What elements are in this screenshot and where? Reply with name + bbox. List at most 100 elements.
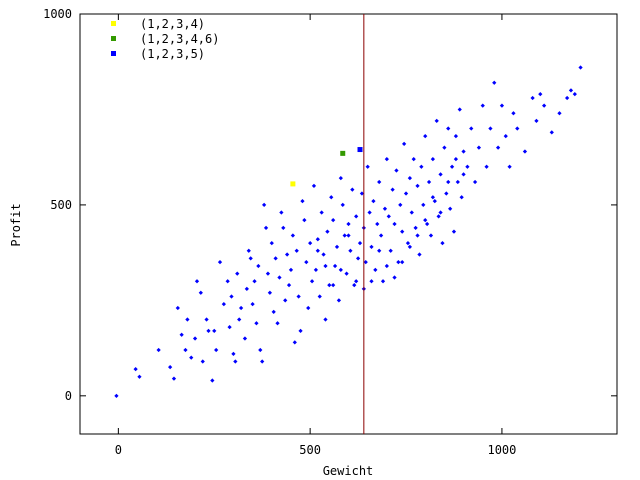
data-point bbox=[365, 164, 370, 169]
data-point bbox=[354, 214, 359, 219]
data-point bbox=[304, 260, 309, 265]
x-tick-label: 0 bbox=[115, 443, 122, 457]
data-point bbox=[373, 267, 378, 272]
data-point bbox=[578, 65, 583, 70]
data-point bbox=[400, 229, 405, 234]
data-point bbox=[327, 282, 332, 288]
legend-label: (1,2,3,4,6) bbox=[140, 32, 219, 46]
data-point bbox=[434, 118, 439, 124]
data-point bbox=[352, 282, 357, 288]
data-point bbox=[432, 198, 437, 204]
data-point bbox=[396, 260, 401, 265]
data-point bbox=[371, 198, 376, 204]
data-point bbox=[256, 263, 261, 269]
data-point bbox=[252, 279, 257, 284]
data-point bbox=[185, 317, 190, 322]
data-point bbox=[461, 149, 466, 154]
data-point bbox=[568, 88, 574, 93]
data-point bbox=[321, 252, 326, 257]
data-point bbox=[522, 149, 528, 154]
data-point bbox=[331, 218, 336, 223]
data-point bbox=[179, 332, 184, 337]
data-point bbox=[398, 202, 403, 208]
data-point bbox=[488, 126, 493, 131]
data-point bbox=[300, 198, 305, 204]
highlight-point bbox=[340, 150, 346, 156]
data-point bbox=[183, 347, 188, 353]
data-point bbox=[302, 218, 307, 223]
data-point bbox=[480, 103, 485, 108]
data-point bbox=[367, 210, 372, 215]
data-point bbox=[355, 256, 361, 261]
data-point bbox=[336, 298, 342, 303]
legend-marker bbox=[111, 36, 116, 41]
data-point bbox=[332, 263, 338, 269]
data-point bbox=[313, 267, 319, 272]
data-point bbox=[315, 237, 320, 242]
data-point bbox=[334, 244, 340, 250]
data-point bbox=[338, 267, 343, 272]
data-point bbox=[214, 347, 219, 353]
data-point bbox=[407, 176, 412, 181]
data-point bbox=[565, 95, 570, 101]
plot-frame bbox=[79, 13, 618, 435]
legend-label: (1,2,3,4) bbox=[140, 17, 205, 31]
data-point bbox=[319, 210, 324, 215]
data-point bbox=[338, 176, 343, 181]
data-point bbox=[294, 248, 299, 253]
data-point bbox=[296, 294, 301, 299]
data-point bbox=[311, 183, 317, 188]
data-point bbox=[168, 365, 173, 370]
data-point bbox=[235, 271, 240, 276]
data-point bbox=[530, 95, 535, 101]
data-point bbox=[254, 321, 259, 326]
data-point bbox=[413, 225, 418, 230]
data-point bbox=[229, 294, 234, 299]
x-axis-label: Gewicht bbox=[323, 464, 374, 478]
data-point bbox=[384, 156, 389, 162]
data-point bbox=[344, 271, 349, 276]
data-point bbox=[405, 240, 411, 246]
data-point bbox=[306, 305, 311, 311]
data-point bbox=[423, 134, 428, 139]
data-point bbox=[204, 317, 209, 322]
data-point bbox=[212, 328, 217, 334]
data-point bbox=[549, 130, 554, 135]
data-point bbox=[451, 229, 457, 234]
data-point bbox=[459, 195, 464, 200]
data-point bbox=[444, 191, 449, 196]
highlight-point bbox=[357, 147, 363, 153]
data-point bbox=[495, 145, 501, 150]
data-point bbox=[156, 347, 161, 353]
data-point bbox=[315, 248, 320, 253]
data-point bbox=[503, 134, 508, 139]
data-point bbox=[286, 282, 292, 288]
data-point bbox=[469, 126, 474, 131]
data-point bbox=[175, 305, 180, 311]
data-point bbox=[430, 156, 436, 162]
data-point bbox=[171, 376, 177, 381]
data-point bbox=[369, 279, 374, 284]
data-point bbox=[261, 202, 267, 208]
data-point bbox=[133, 366, 138, 372]
data-point bbox=[415, 183, 420, 188]
data-point bbox=[415, 233, 420, 238]
data-point bbox=[538, 92, 543, 97]
data-point bbox=[430, 195, 436, 200]
data-point bbox=[275, 321, 280, 326]
data-point bbox=[572, 92, 577, 97]
data-point bbox=[375, 221, 380, 227]
data-point bbox=[425, 221, 430, 227]
data-point bbox=[288, 267, 294, 272]
x-tick-label: 500 bbox=[299, 443, 321, 457]
data-point bbox=[455, 179, 460, 185]
data-point bbox=[359, 191, 365, 196]
data-point bbox=[342, 233, 347, 238]
data-point bbox=[244, 286, 249, 292]
data-point bbox=[465, 164, 470, 169]
data-point bbox=[423, 218, 428, 223]
data-point bbox=[453, 156, 459, 162]
data-point bbox=[380, 279, 386, 284]
data-point bbox=[323, 317, 328, 322]
data-point bbox=[233, 359, 238, 364]
